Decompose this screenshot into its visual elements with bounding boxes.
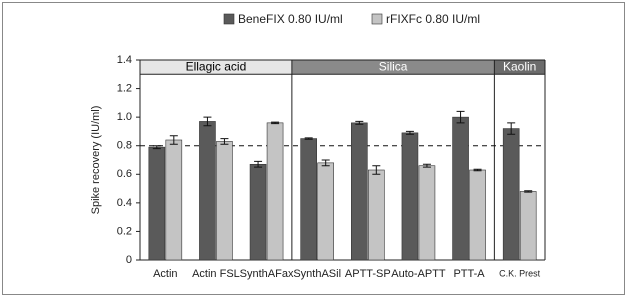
error-bar xyxy=(169,135,178,145)
y-axis-label: Spike recovery (IU/ml) xyxy=(90,106,102,215)
y-tick-label: 0.4 xyxy=(117,197,132,209)
error-bar xyxy=(220,138,229,145)
legend-swatch xyxy=(223,13,235,25)
x-tick-label: SynthAFax xyxy=(240,268,294,280)
bar xyxy=(300,138,317,261)
bar xyxy=(519,191,537,261)
legend-label: BeneFIX 0.80 IU/ml xyxy=(238,12,343,26)
y-tick-label: 1.4 xyxy=(117,54,132,66)
error-bar xyxy=(271,121,280,125)
error-bar xyxy=(203,116,212,127)
group-label: Silica xyxy=(379,59,408,73)
x-tick-label: APTT-SP xyxy=(345,268,391,280)
frame xyxy=(2,2,625,295)
y-tick-label: 0.2 xyxy=(117,225,132,237)
x-tick-label: Actin xyxy=(153,268,177,280)
bar xyxy=(452,116,469,261)
bar xyxy=(148,146,166,261)
x-tick-label: Actin FSL xyxy=(192,268,240,280)
bar xyxy=(199,121,216,261)
y-tick-label: 0.6 xyxy=(117,168,132,180)
error-bar xyxy=(355,120,364,125)
error-bar xyxy=(254,160,263,168)
error-bar xyxy=(152,145,161,150)
y-tick-label: 0.8 xyxy=(117,140,132,152)
error-bar xyxy=(304,137,313,140)
y-tick-label: 0 xyxy=(126,254,132,266)
group-label: Kaolin xyxy=(503,59,536,73)
legend-label: rFIXFc 0.80 IU/ml xyxy=(386,12,480,26)
error-bar xyxy=(405,130,414,135)
error-bar xyxy=(507,122,516,135)
error-bar xyxy=(473,168,482,172)
group-band xyxy=(494,60,545,75)
x-tick-label: C.K. Prest xyxy=(499,268,541,278)
group-band xyxy=(291,60,495,75)
bar xyxy=(249,163,267,261)
bar xyxy=(266,122,284,261)
legend-swatch xyxy=(371,13,383,25)
bar xyxy=(502,128,520,261)
bar xyxy=(418,165,436,261)
bar xyxy=(317,162,334,261)
error-bar xyxy=(372,165,381,175)
y-tick-label: 1.2 xyxy=(117,82,132,94)
bar xyxy=(469,169,486,261)
error-bar xyxy=(321,159,330,167)
group-label: Ellagic acid xyxy=(186,59,247,73)
bar xyxy=(368,169,385,261)
x-tick-label: SynthASil xyxy=(293,268,341,280)
error-bar xyxy=(524,190,533,193)
x-tick-label: PTT-A xyxy=(453,268,485,280)
bar xyxy=(216,141,233,261)
bar xyxy=(351,122,368,261)
bar xyxy=(401,132,419,261)
bar xyxy=(165,139,183,261)
error-bar xyxy=(456,110,465,124)
error-bar xyxy=(422,163,431,168)
group-band xyxy=(140,60,292,75)
x-tick-label: Auto-APTT xyxy=(391,268,446,280)
y-tick-label: 1.0 xyxy=(117,111,132,123)
